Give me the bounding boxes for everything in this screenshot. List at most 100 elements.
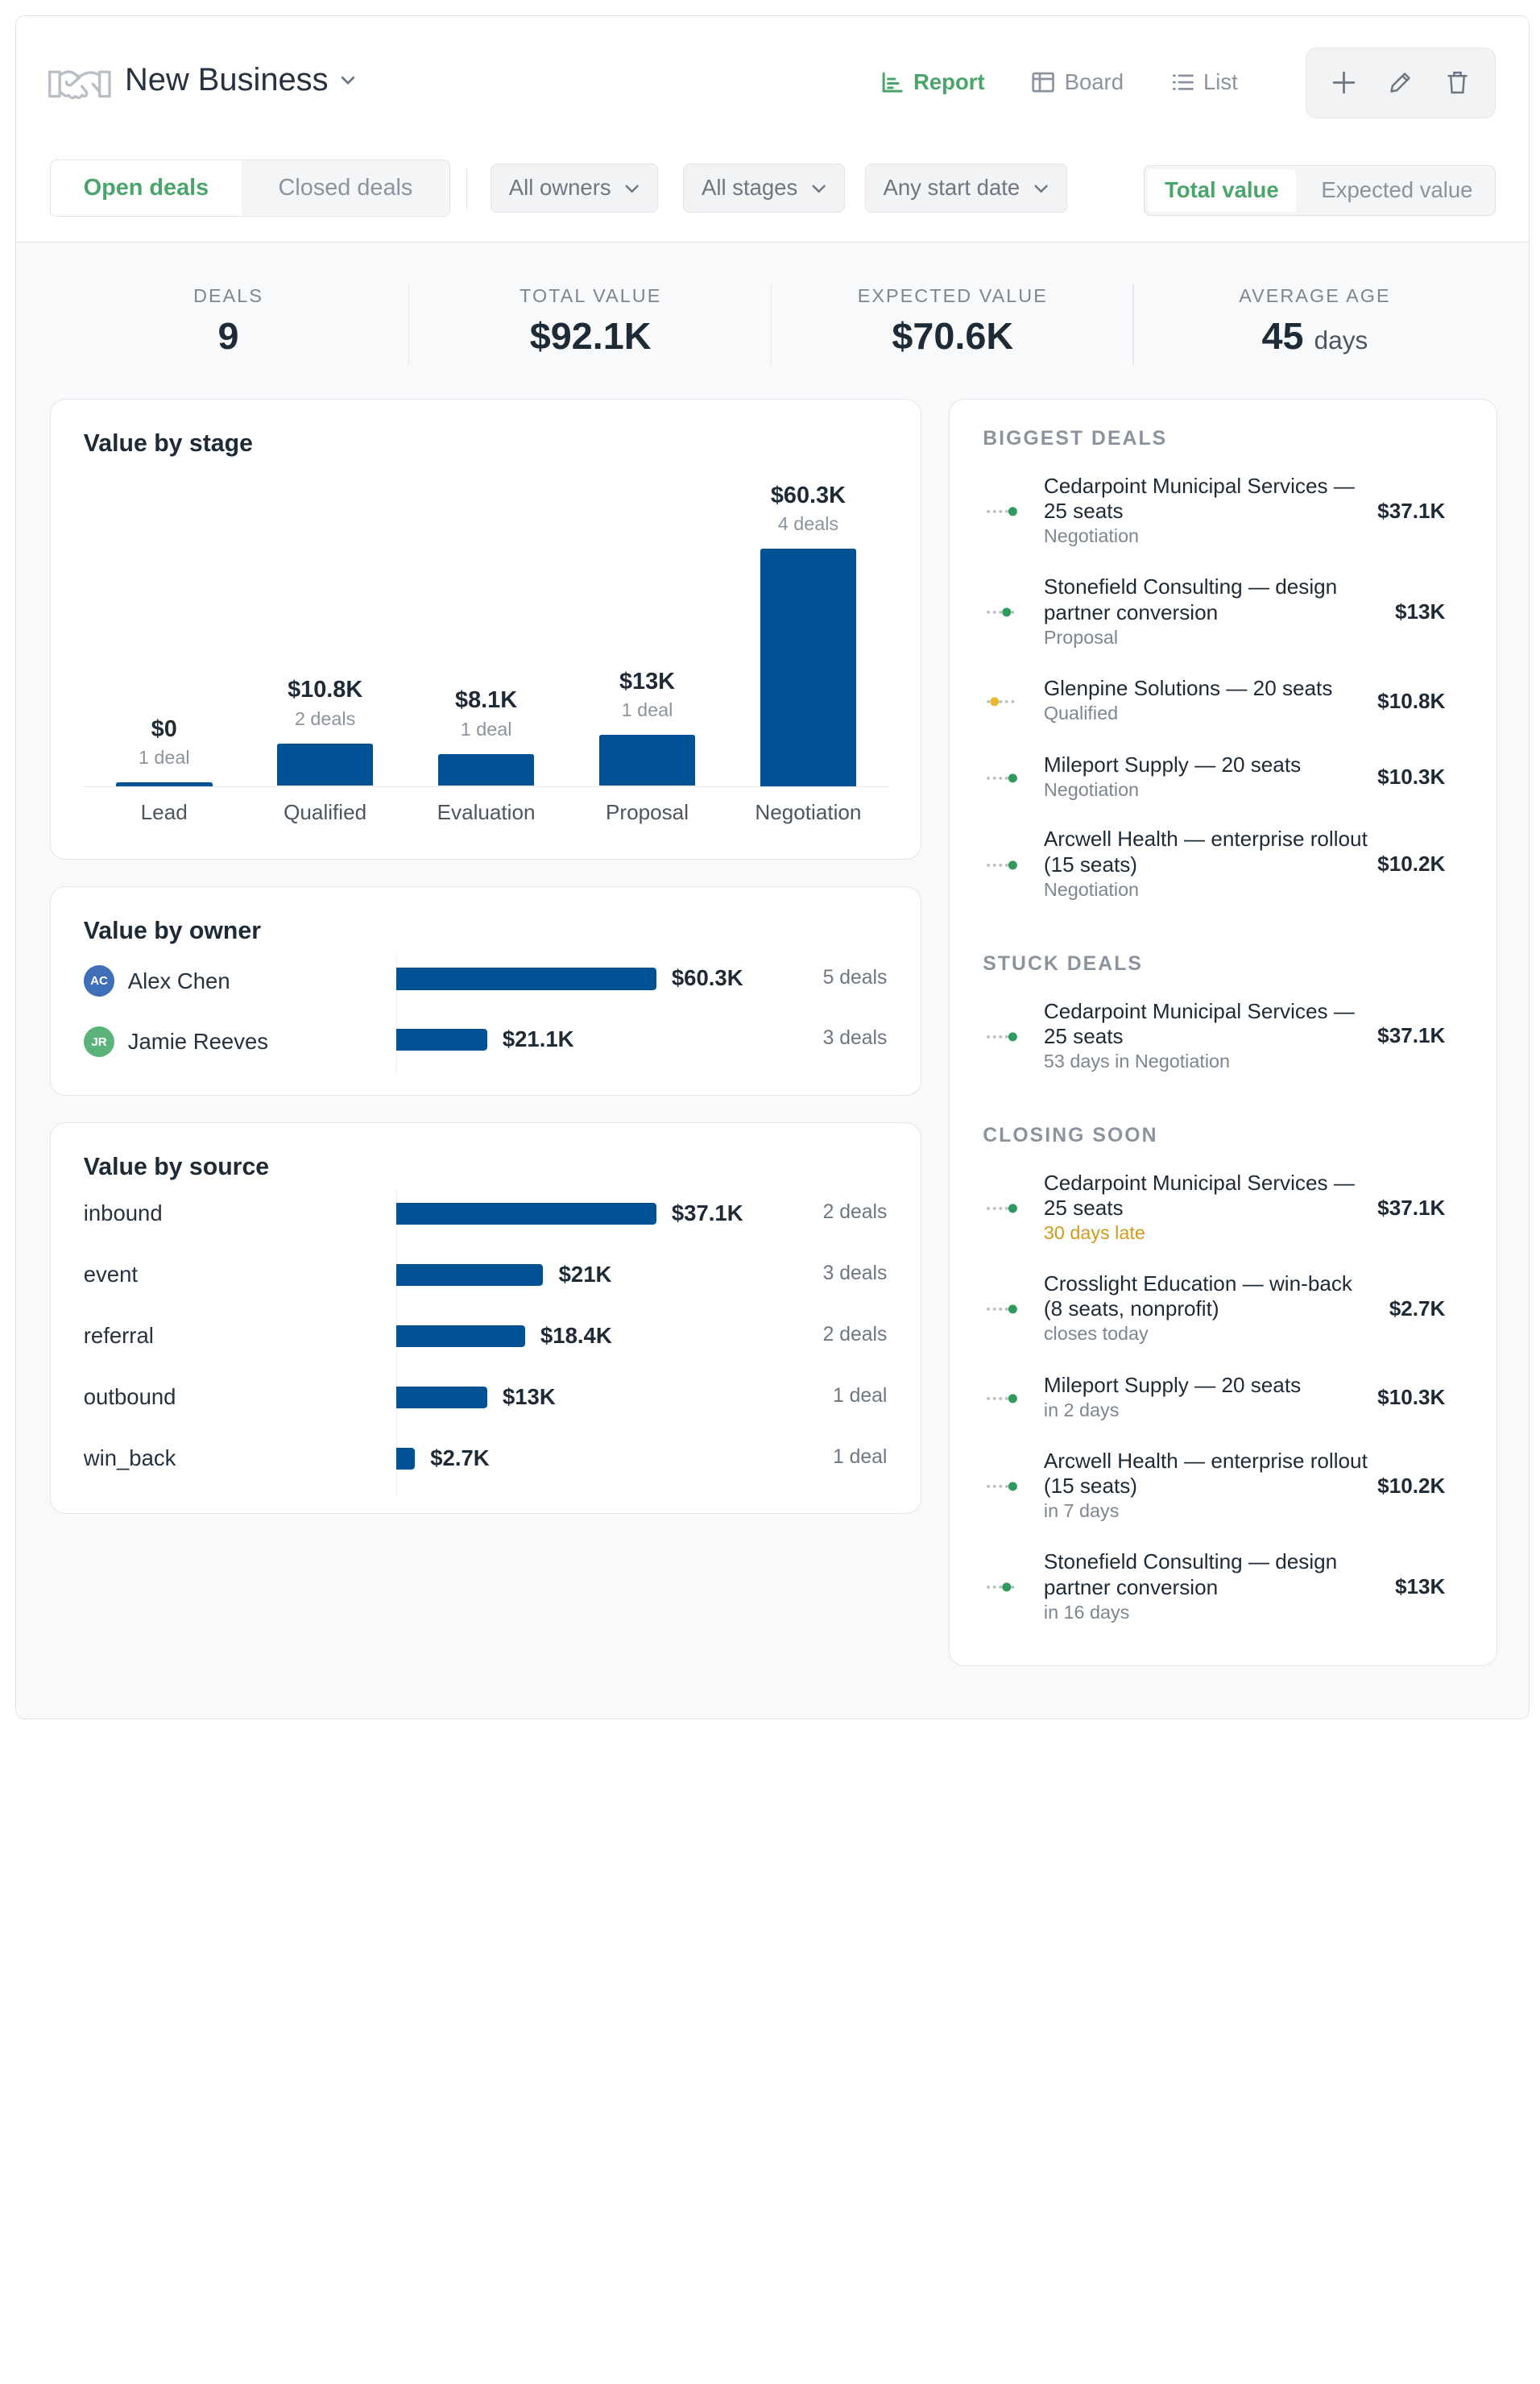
stage-bar[interactable] — [598, 735, 696, 786]
deal-amount: $10.2K — [1377, 852, 1446, 877]
stage-progress-icon — [987, 860, 1017, 870]
deal-name: Crosslight Education — win-back (8 seats… — [1043, 1271, 1352, 1321]
deal-count: 1 deal — [832, 1446, 888, 1469]
owner-row[interactable]: JR Jamie Reeves $21.1K 3 deals — [51, 1018, 921, 1062]
stage-progress-icon — [987, 507, 1017, 516]
deal-status: in 16 days — [1043, 1601, 1130, 1623]
source-name-cell: referral — [84, 1323, 154, 1349]
source-name-cell: win_back — [84, 1445, 176, 1471]
tab-total-value[interactable]: Total value — [1148, 168, 1296, 212]
top-bar: New Business Report Board List Open deal — [16, 16, 1529, 243]
deal-amount: $10.8K — [1377, 688, 1446, 713]
stage-label: Negotiation — [755, 800, 862, 825]
stat-expected-value-value: $70.6K — [892, 315, 1014, 358]
deal-amount: $37.1K — [1377, 1195, 1446, 1220]
stage-bar[interactable] — [760, 549, 857, 786]
stat-deals-label: DEALS — [193, 285, 264, 307]
deal-count: 3 deals — [822, 1262, 888, 1285]
source-bar — [395, 1447, 416, 1470]
owner-name-cell: JR Jamie Reeves — [83, 1026, 268, 1058]
deal-amount: $37.1K — [1377, 1023, 1446, 1048]
view-list[interactable]: List — [1170, 69, 1238, 95]
owners-dropdown[interactable]: All owners — [490, 164, 659, 213]
stage-bar[interactable] — [276, 743, 374, 786]
toolbar-actions — [1305, 47, 1497, 118]
source-bar — [395, 1202, 656, 1225]
bar-value: $21.1K — [502, 1026, 574, 1051]
stat-divider — [408, 283, 410, 366]
deal-name: Mileport Supply — 20 seats — [1043, 753, 1302, 777]
stage-bar-value: $8.1K — [455, 687, 518, 714]
stat-average-age-number: 45 — [1261, 315, 1304, 358]
deal-name: Glenpine Solutions — 20 seats — [1043, 676, 1333, 701]
stage-label: Evaluation — [437, 800, 536, 825]
stage-bar-value: $10.8K — [288, 677, 363, 703]
source-row[interactable]: win_back $2.7K 1 deal — [51, 1437, 921, 1481]
owner-row[interactable]: AC Alex Chen $60.3K 5 deals — [51, 956, 921, 1001]
stage-bar-count: 4 deals — [777, 513, 839, 535]
stage-bar-count: 1 deal — [460, 718, 512, 740]
deal-status: 30 days late — [1043, 1222, 1145, 1244]
deal-status-toggle: Open deals Closed deals — [49, 159, 451, 218]
stage-progress-icon — [987, 697, 1015, 707]
value-mode-toggle: Total value Expected value — [1144, 164, 1497, 216]
value-by-stage-title: Value by stage — [83, 430, 253, 458]
view-report[interactable]: Report — [880, 69, 985, 95]
pencil-icon[interactable] — [1387, 69, 1414, 96]
source-row[interactable]: inbound $37.1K 2 deals — [51, 1192, 921, 1236]
source-name: event — [83, 1261, 139, 1287]
deal-lists-card: BIGGEST DEALS STUCK DEALS CLOSING SOON C… — [949, 398, 1497, 1666]
stat-total-value-value: $92.1K — [529, 315, 652, 358]
owners-dropdown-label: All owners — [508, 175, 611, 201]
stat-divider — [1132, 283, 1134, 366]
stat-expected-value-label: EXPECTED VALUE — [857, 285, 1048, 307]
deal-status: Proposal — [1043, 626, 1119, 648]
stage-chart-axis — [83, 786, 889, 787]
source-row[interactable]: event $21K 3 deals — [51, 1253, 921, 1297]
board-icon — [1032, 72, 1055, 93]
source-row[interactable]: outbound $13K 1 deal — [51, 1375, 921, 1420]
deal-amount: $10.3K — [1377, 765, 1446, 790]
biggest-deals-heading: BIGGEST DEALS — [983, 428, 1168, 450]
tab-expected-value[interactable]: Expected value — [1321, 177, 1473, 203]
tab-open-deals[interactable]: Open deals — [50, 160, 242, 217]
trash-icon[interactable] — [1444, 69, 1471, 96]
stage-progress-icon — [987, 1032, 1017, 1042]
view-board-label: Board — [1064, 69, 1124, 95]
tab-closed-deals[interactable]: Closed deals — [278, 174, 413, 201]
bar-value: $21K — [558, 1261, 612, 1287]
stat-average-age-value: 45 days — [1134, 314, 1497, 358]
stage-label: Proposal — [605, 800, 689, 825]
stat-total-value-label: TOTAL VALUE — [520, 285, 662, 307]
stage-bar-value: $13K — [619, 668, 675, 694]
source-name: win_back — [83, 1445, 176, 1470]
view-list-label: List — [1203, 69, 1238, 95]
deal-amount: $2.7K — [1389, 1296, 1446, 1321]
source-bar — [395, 1325, 525, 1348]
stage-bar-value: $0 — [151, 715, 177, 742]
stage-bar-count: 2 deals — [294, 707, 356, 729]
stage-progress-icon — [987, 1582, 1015, 1592]
owner-chart-baseline — [395, 953, 397, 1073]
deal-count: 2 deals — [822, 1324, 888, 1346]
stage-progress-icon — [987, 1204, 1017, 1213]
owner-name-cell: AC Alex Chen — [83, 965, 230, 997]
deal-count: 1 deal — [832, 1385, 888, 1408]
stages-dropdown-label: All stages — [702, 175, 798, 201]
source-bar — [395, 1386, 487, 1409]
source-row[interactable]: referral $18.4K 2 deals — [51, 1314, 921, 1358]
stage-bar[interactable] — [115, 782, 213, 786]
pipeline-title[interactable]: New Business — [125, 62, 357, 98]
stage-bar[interactable] — [437, 753, 535, 786]
start-date-dropdown[interactable]: Any start date — [864, 164, 1067, 213]
plus-icon[interactable] — [1331, 69, 1357, 96]
deal-name: Cedarpoint Municipal Services — 25 seats — [1043, 998, 1355, 1049]
source-name-cell: outbound — [84, 1384, 176, 1410]
deal-status: closes today — [1043, 1323, 1149, 1345]
view-board[interactable]: Board — [1031, 69, 1124, 95]
deal-amount: $13K — [1394, 1573, 1446, 1598]
deal-status: Negotiation — [1043, 779, 1140, 801]
deal-status: Negotiation — [1043, 525, 1140, 547]
stages-dropdown[interactable]: All stages — [683, 164, 845, 213]
bar-value: $18.4K — [540, 1322, 612, 1348]
